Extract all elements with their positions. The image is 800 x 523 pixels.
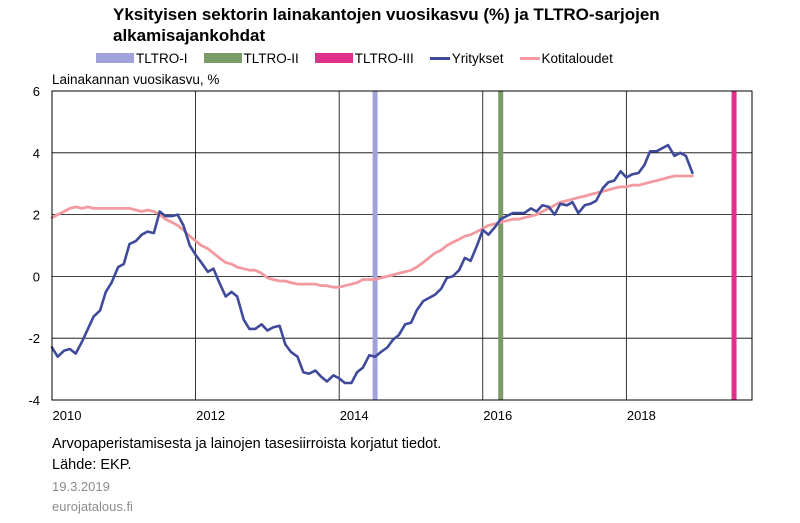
legend-label-kotitaloudet: Kotitaloudet (541, 50, 613, 66)
x-tick-label: 2014 (340, 408, 369, 423)
site-name: eurojatalous.fi (52, 499, 133, 514)
y-axis-label: Lainakannan vuosikasvu, % (52, 72, 220, 87)
event-line-tltro-i (372, 91, 378, 400)
legend-label-tltro-i: TLTRO-I (136, 50, 188, 66)
legend-item-tltro-ii: TLTRO-II (203, 50, 299, 66)
y-tick-label: -2 (28, 331, 40, 346)
legend-swatch-tltro-ii (203, 53, 242, 63)
legend-swatch-tltro-iii (314, 53, 353, 63)
legend-label-tltro-ii: TLTRO-II (243, 50, 299, 66)
series-lines (50, 143, 694, 385)
footnote: Arvopaperistamisesta ja lainojen tasesii… (52, 436, 442, 452)
source-note: Lähde: EKP. (52, 457, 132, 473)
x-tick-label: 2012 (196, 408, 225, 423)
y-tick-label: 4 (33, 146, 40, 161)
event-line-tltro-iii (731, 91, 737, 400)
legend-item-yritykset: Yritykset (429, 50, 504, 66)
tltro-event-lines (372, 91, 737, 400)
x-tick-label: 2016 (483, 408, 512, 423)
legend-label-yritykset: Yritykset (451, 50, 504, 66)
legend-item-kotitaloudet: Kotitaloudet (519, 50, 613, 66)
series-line-yritykset (50, 143, 694, 385)
legend-swatch-tltro-i (96, 53, 134, 63)
y-tick-labels: 6 4 2 0 -2 -4 (28, 84, 40, 408)
grid-lines (52, 90, 752, 401)
legend-item-tltro-iii: TLTRO-III (314, 50, 414, 66)
legend-item-tltro-i: TLTRO-I (96, 51, 188, 66)
plot-frame (51, 90, 753, 401)
event-line-tltro-ii (498, 91, 504, 400)
chart-title: Yksityisen sektorin lainakantojen vuosik… (113, 5, 660, 45)
x-tick-labels: 2010 2012 2014 2016 2018 (53, 408, 656, 423)
y-tick-label: 0 (33, 269, 40, 284)
x-tick-label: 2010 (53, 408, 82, 423)
publish-date: 19.3.2019 (52, 479, 110, 494)
legend-label-tltro-iii: TLTRO-III (354, 50, 414, 66)
chart-legend: TLTRO-I TLTRO-II TLTRO-III Yritykset Kot… (96, 50, 629, 66)
legend-swatch-yritykset (429, 56, 450, 60)
y-tick-label: -4 (28, 393, 40, 408)
x-tick-label: 2018 (627, 408, 656, 423)
y-tick-label: 2 (33, 208, 40, 223)
legend-swatch-kotitaloudet (519, 56, 540, 60)
y-tick-label: 6 (33, 84, 40, 99)
